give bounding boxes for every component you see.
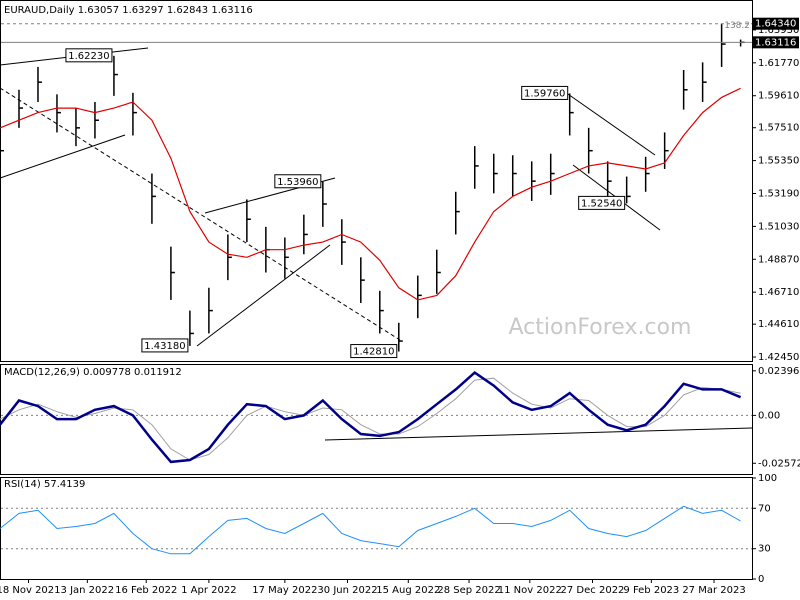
annotation-label: 1.53960 [277,177,318,188]
x-tick-label: 27 Dec 2022 [561,585,625,596]
series-line [0,371,742,464]
y-tick-label: 1.48870 [758,254,799,265]
x-tick-label: 3 Jan 2022 [61,585,115,596]
x-tick-label: 30 Jun 2022 [317,585,377,596]
y-tick-label: 1.59610 [758,91,799,102]
watermark: ActionForex.com [509,315,692,340]
y-tick-label: 1.61770 [758,58,799,69]
price-header: EURAUD,Daily 1.63057 1.63297 1.62843 1.6… [4,5,253,16]
trendline [324,427,753,441]
y-tick-label: 0 [758,574,764,585]
series-line [0,377,741,461]
annotation-label: 1.62230 [68,51,109,62]
x-tick-label: 28 Sep 2022 [437,585,500,596]
trendline [196,244,331,347]
x-tick-label: 16 Feb 2022 [115,585,177,596]
y-tick-label: -0.025726 [758,458,800,469]
quote: 1.63057 [78,5,119,16]
rsi-panel [0,477,753,580]
quote: 1.63297 [122,5,163,16]
x-tick-label: 27 Mar 2023 [682,585,745,596]
price-label: 1.63116 [755,37,796,48]
y-tick-label: 0.00 [758,410,780,421]
y-tick-label: 1.51030 [758,221,799,232]
y-tick-label: 1.63930 [758,25,799,36]
y-tick-label: 0.023963 [758,366,800,377]
price-panel [0,0,753,362]
y-tick-label: 100 [758,473,777,484]
y-tick-label: 1.42450 [758,352,799,363]
y-tick-label: 1.46710 [758,287,799,298]
quote: 1.63116 [211,5,252,16]
annotation-box [274,174,322,189]
annotation-label: 1.59760 [524,88,565,99]
title: MACD(12,26,9) [4,367,80,378]
trendline [0,87,401,341]
annotation-box [521,85,569,100]
quote: 57.4139 [44,479,85,490]
y-tick-label: 1.53190 [758,188,799,199]
fib-label: 138.2 [724,21,750,31]
x-tick-label: 18 Nov 2021 [0,585,61,596]
x-tick-label: 15 Aug 2022 [376,585,440,596]
quote: 0.009778 [83,367,131,378]
macd-header: MACD(12,26,9) 0.009778 0.011912 [4,367,182,378]
y-tick-label: 1.57510 [758,123,799,134]
annotation-box [350,344,398,359]
annotation-label: 1.43180 [144,341,185,352]
macd-panel [0,364,753,475]
trendline [0,134,126,179]
series-line [0,505,741,555]
price-label-box [752,36,799,49]
quote: 0.011912 [134,367,182,378]
annotation-box [141,338,189,353]
y-tick-label: 1.44610 [758,319,799,330]
price-label: 1.64340 [755,19,796,30]
quote: 1.62843 [167,5,208,16]
annotation-box [65,48,113,63]
trendline [564,91,656,156]
y-tick-label: 30 [758,544,771,555]
price-label-box [752,17,799,30]
annotation-label: 1.42810 [353,347,394,358]
title: EURAUD,Daily [4,5,75,16]
series-line [0,87,741,301]
annotation-label: 1.52540 [581,198,622,209]
y-tick-label: 1.55350 [758,156,799,167]
x-tick-label: 9 Feb 2023 [623,585,679,596]
x-tick-label: 11 Nov 2022 [498,585,562,596]
title: RSI(14) [4,479,41,490]
rsi-header: RSI(14) 57.4139 [4,479,85,490]
annotation-box [578,195,626,210]
y-tick-label: 70 [758,503,771,514]
x-tick-label: 17 May 2022 [252,585,317,596]
x-tick-label: 1 Apr 2022 [181,585,236,596]
